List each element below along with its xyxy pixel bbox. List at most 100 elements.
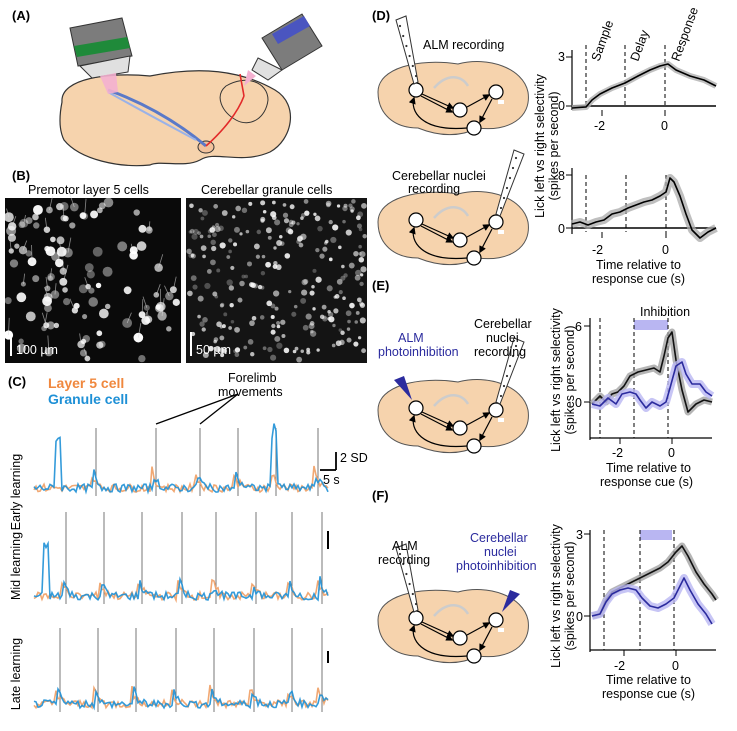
granule-cell-body (311, 285, 315, 289)
cell-body (124, 286, 132, 294)
granule-cell-body (220, 242, 226, 248)
granule-cell-body (315, 277, 321, 283)
granule-cell-body (232, 215, 235, 218)
cell-body (130, 246, 138, 254)
e-stim-1: ALM (398, 331, 424, 345)
e-xtick-0: 0 (668, 446, 675, 460)
cell-body (60, 202, 69, 211)
granule-cell-body (213, 204, 218, 209)
granule-cell-body (293, 350, 297, 354)
f-xtick-0: 0 (672, 659, 679, 673)
granule-cell-body (337, 204, 340, 207)
granule-cell-body (263, 346, 267, 350)
granule-cell-body (279, 235, 283, 239)
granule-cell-body (344, 204, 348, 208)
e-xlabel-1: Time relative to (606, 461, 691, 475)
e-stim-2: photoinhibition (378, 345, 459, 359)
cell-body (33, 222, 39, 228)
granule-cell-body (189, 203, 194, 208)
granule-cell-body (312, 307, 315, 310)
cell-body (33, 205, 43, 215)
cell-body (82, 314, 87, 319)
row-label-late: Late learning (9, 638, 23, 710)
neuron-node (453, 421, 467, 435)
granule-cell-body (349, 303, 355, 309)
granule-cell-body (319, 254, 324, 259)
granule-cell-body (223, 312, 227, 316)
granule-cell-body (360, 266, 366, 272)
granule-cell-body (358, 336, 361, 339)
granule-cell-body (303, 325, 309, 331)
d-xlabel-1: Time relative to (596, 258, 681, 272)
granule-cell-body (300, 298, 306, 304)
granule-cell-body (246, 230, 250, 234)
e-inhibition: Inhibition (640, 305, 690, 319)
granule-cell-body (288, 290, 291, 293)
granule-cell-body (315, 248, 319, 252)
cell-body (166, 326, 171, 331)
granule-cell-body (256, 255, 260, 259)
cell-body (46, 246, 56, 256)
granule-cell-body (190, 229, 195, 234)
f-ytick: 3 (576, 528, 583, 542)
granule-cell-body (357, 224, 362, 229)
e-rec-1: Cerebellar (474, 317, 532, 331)
granule-cell-body (304, 211, 309, 216)
panel-label-a: (A) (12, 8, 30, 23)
granule-cell-body (301, 290, 307, 296)
granule-cell-body (351, 199, 356, 204)
c-scale-y: 2 SD (340, 451, 368, 465)
cell-body (87, 270, 95, 278)
d-ylabel-1: Lick left vs right selectivity (533, 73, 547, 218)
cell-body (103, 267, 113, 277)
granule-cell-body (361, 348, 366, 353)
granule-cell-body (341, 265, 345, 269)
granule-cell-body (231, 320, 235, 324)
b-right-scale: 50 µm (196, 343, 231, 357)
d-bottom-xtick-m2: -2 (592, 243, 603, 257)
cell-body (26, 311, 36, 321)
cell-body (138, 355, 145, 362)
f-xtick-m2: -2 (614, 659, 625, 673)
granule-cell-body (226, 255, 230, 259)
f-rec-1: ALM (392, 539, 418, 553)
granule-cell-body (299, 243, 304, 248)
granule-cell-body (219, 335, 224, 340)
neuron-node (489, 613, 503, 627)
granule-cell-body (250, 282, 255, 287)
granule-cell-body (283, 203, 287, 207)
granule-cell-body (335, 294, 340, 299)
cell-body (59, 278, 67, 286)
granule-cell-body (257, 230, 262, 235)
cell-body (93, 247, 103, 257)
granule-cell-body (222, 324, 226, 328)
granule-cell-body (268, 236, 272, 240)
f-stim-3: photoinhibition (456, 559, 537, 573)
f-stim-2: nuclei (484, 545, 517, 559)
granule-cell-body (338, 246, 342, 250)
granule-cell-body (270, 211, 276, 217)
d-top-xtick-0: 0 (661, 119, 668, 133)
cell-body (14, 244, 19, 249)
f-stim-1: Cerebellar (470, 531, 528, 545)
calcium-traces (34, 424, 328, 712)
granule-cell-body (191, 275, 197, 281)
row-label-mid: Mid learning (9, 532, 23, 600)
granule-cell-body (289, 220, 293, 224)
granule-cell-body (316, 348, 319, 351)
granule-cell-body (339, 328, 342, 331)
neuron-node (489, 403, 503, 417)
row-label-early: Early learning (9, 454, 23, 530)
neuron-node (453, 103, 467, 117)
forelimb-pointer-1 (156, 394, 238, 424)
granule-cell-body (357, 297, 362, 302)
granule-cell-body (229, 303, 233, 307)
granule-cell-body (294, 305, 298, 309)
granule-cell-body (285, 253, 291, 259)
layer5-trace (34, 685, 328, 708)
granule-cell-body (267, 347, 272, 352)
layer5-trace (34, 466, 328, 492)
cell-body (117, 241, 127, 251)
granule-cell-body (227, 279, 233, 285)
granule-cell-body (309, 323, 315, 329)
